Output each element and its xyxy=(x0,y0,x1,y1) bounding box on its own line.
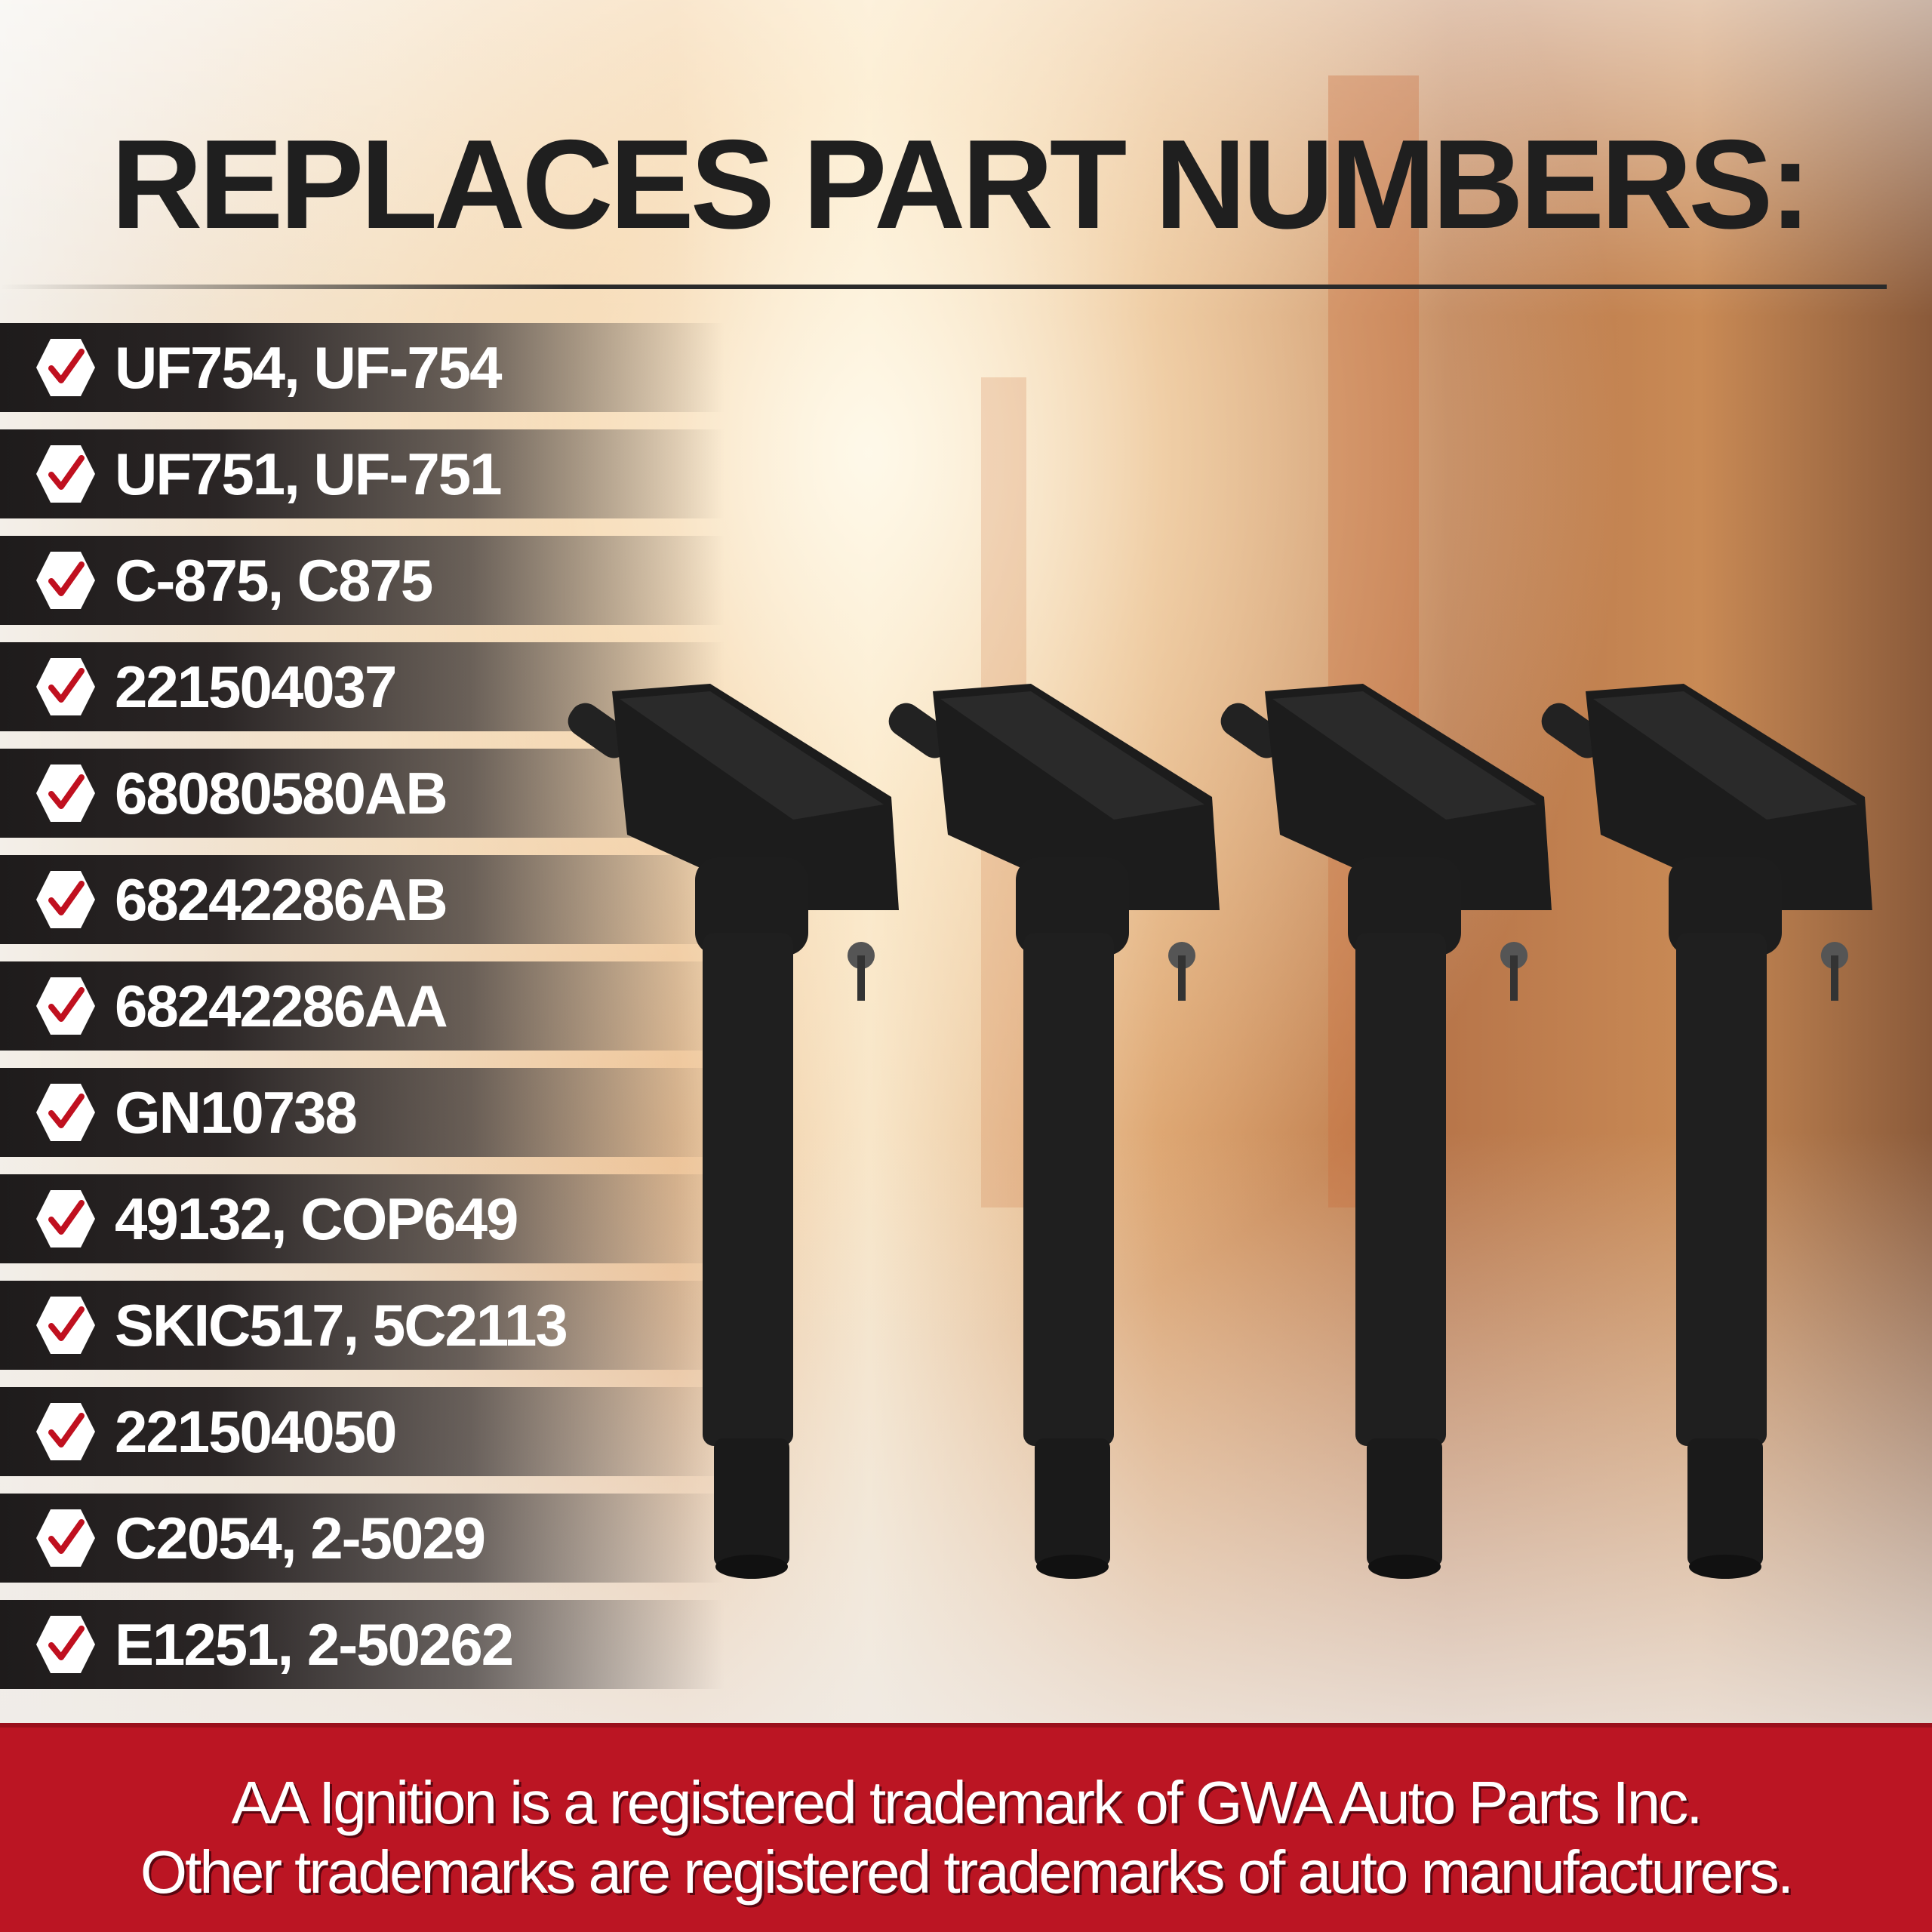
check-icon xyxy=(36,1616,95,1673)
check-icon xyxy=(36,871,95,928)
ignition-coil xyxy=(1541,684,1872,1579)
trademark-footer: AA Ignition is a registered trademark of… xyxy=(0,1723,1932,1932)
check-icon xyxy=(36,1509,95,1567)
check-icon xyxy=(36,658,95,715)
check-icon xyxy=(36,552,95,609)
ignition-coil xyxy=(568,684,899,1579)
part-number-text: 221504037 xyxy=(115,654,397,720)
part-number-text: 221504050 xyxy=(115,1398,397,1465)
part-number-row: C-875, C875 xyxy=(0,536,724,625)
part-number-row: SKIC517, 5C2113 xyxy=(0,1281,724,1370)
part-number-row: GN10738 xyxy=(0,1068,724,1157)
part-number-text: SKIC517, 5C2113 xyxy=(115,1292,568,1358)
part-number-text: 68242286AA xyxy=(115,973,448,1039)
check-icon xyxy=(36,445,95,503)
part-number-row: 68242286AA xyxy=(0,961,724,1051)
part-number-row: C2054, 2-5029 xyxy=(0,1494,724,1583)
title-underline xyxy=(0,285,1887,289)
part-number-text: 68242286AB xyxy=(115,866,448,933)
part-number-text: C2054, 2-5029 xyxy=(115,1505,486,1571)
part-number-row: UF754, UF-754 xyxy=(0,323,724,412)
part-number-row: 49132, COP649 xyxy=(0,1174,724,1263)
footer-line-1: AA Ignition is a registered trademark of… xyxy=(231,1769,1703,1836)
check-icon xyxy=(36,764,95,822)
part-number-text: GN10738 xyxy=(115,1079,358,1146)
ignition-coil xyxy=(888,684,1220,1579)
ignition-coils-image xyxy=(568,684,1872,1579)
part-number-text: 49132, COP649 xyxy=(115,1186,518,1252)
part-number-row: 68242286AB xyxy=(0,855,724,944)
check-icon xyxy=(36,339,95,396)
page-title: REPLACES PART NUMBERS: xyxy=(111,113,1811,255)
part-number-row: 221504050 xyxy=(0,1387,724,1476)
part-number-row: E1251, 2-50262 xyxy=(0,1600,724,1689)
check-icon xyxy=(36,1084,95,1141)
part-number-text: E1251, 2-50262 xyxy=(115,1611,514,1678)
part-number-row: 68080580AB xyxy=(0,749,724,838)
ignition-coil xyxy=(1220,684,1552,1579)
part-number-text: 68080580AB xyxy=(115,760,448,826)
part-number-text: C-875, C875 xyxy=(115,547,433,614)
check-icon xyxy=(36,1190,95,1247)
part-number-row: UF751, UF-751 xyxy=(0,429,724,518)
part-number-text: UF754, UF-754 xyxy=(115,334,503,401)
footer-line-2: Other trademarks are registered trademar… xyxy=(140,1838,1794,1906)
part-number-text: UF751, UF-751 xyxy=(115,441,503,507)
check-icon xyxy=(36,1297,95,1354)
check-icon xyxy=(36,977,95,1035)
check-icon xyxy=(36,1403,95,1460)
